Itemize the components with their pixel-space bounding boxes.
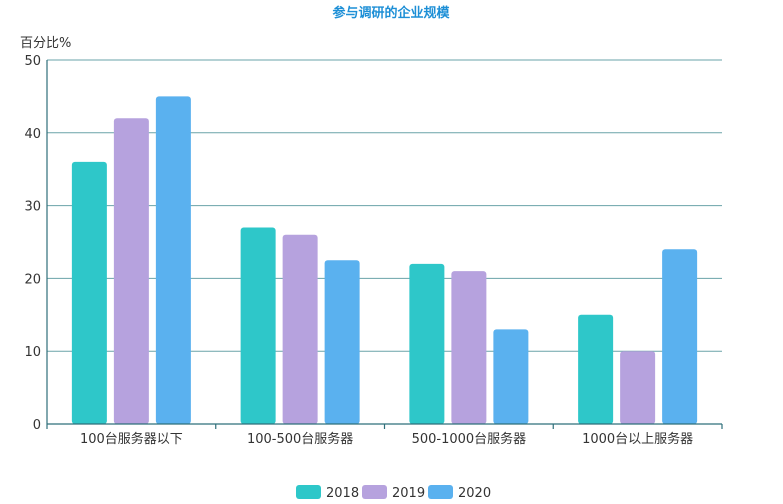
y-axis-label: 百分比% — [20, 36, 71, 51]
legend-swatch-2019[interactable] — [362, 485, 387, 499]
legend-label[interactable]: 2018 — [326, 486, 359, 501]
y-tick-label: 20 — [24, 272, 41, 287]
x-tick-label: 500-1000台服务器 — [412, 431, 527, 447]
bar-2019-0[interactable] — [113, 118, 149, 425]
bars — [71, 96, 698, 425]
bar-2020-1[interactable] — [324, 260, 360, 424]
axes: 0 10 20 30 40 50 100台服务器以下 100-500台服务器 500-1000台… — [24, 54, 723, 447]
bar-2018-0[interactable] — [71, 161, 107, 425]
y-tick-label: 10 — [24, 345, 41, 360]
bar-2019-3[interactable] — [620, 351, 656, 424]
x-tick-label: 100-500台服务器 — [247, 431, 353, 447]
legend: 2018 2019 2020 — [296, 485, 491, 501]
x-tick-label: 1000台以上服务器 — [582, 431, 693, 447]
bar-2018-3[interactable] — [578, 314, 614, 424]
bar-2019-2[interactable] — [451, 271, 487, 424]
legend-swatch-2020[interactable] — [428, 485, 453, 499]
y-tick-label: 50 — [24, 54, 41, 69]
bar-2020-3[interactable] — [662, 249, 698, 424]
legend-label[interactable]: 2020 — [458, 486, 491, 501]
y-tick-label: 0 — [33, 418, 41, 433]
legend-label[interactable]: 2019 — [392, 486, 425, 501]
bar-2018-1[interactable] — [240, 227, 276, 424]
bar-2019-1[interactable] — [282, 234, 318, 424]
x-tick-label: 100台服务器以下 — [80, 431, 183, 447]
y-tick-label: 40 — [24, 127, 41, 142]
bar-2020-0[interactable] — [155, 96, 191, 425]
y-tick-label: 30 — [24, 200, 41, 215]
bar-2018-2[interactable] — [409, 263, 445, 424]
chart-title: 参与调研的企业规模 — [332, 5, 450, 21]
bar-2020-2[interactable] — [493, 329, 529, 424]
legend-swatch-2018[interactable] — [296, 485, 321, 499]
